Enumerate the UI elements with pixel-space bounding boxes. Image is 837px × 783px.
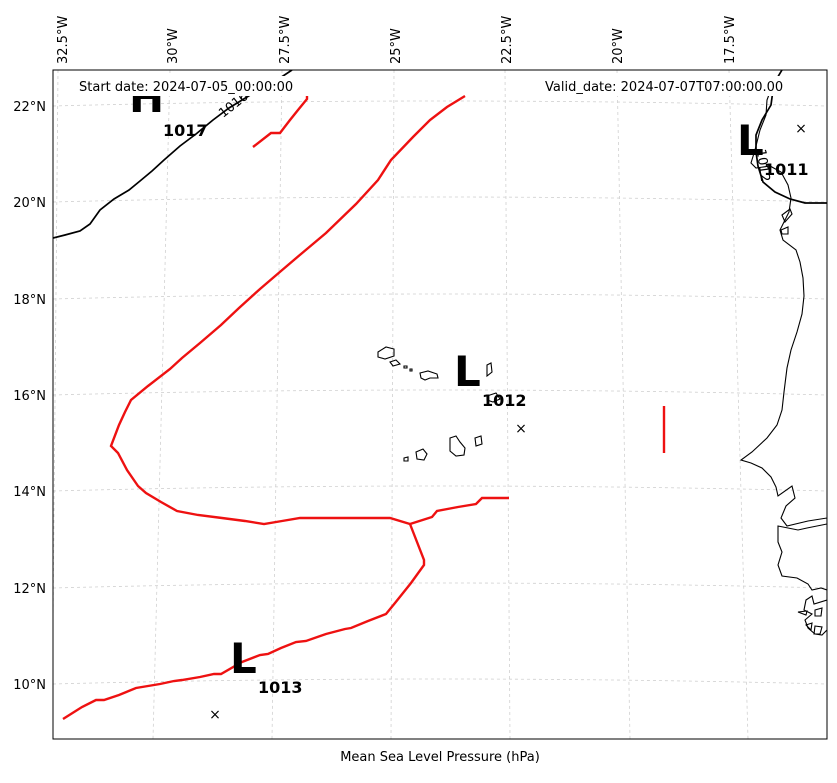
parallel-10n: [53, 678, 827, 685]
low-pressure-value-sw: 1013: [258, 678, 303, 697]
parallel-16n: [53, 389, 827, 396]
plot-area: [53, 70, 827, 739]
lat-tick-label: 14°N: [13, 485, 46, 500]
island-santo-antao: [377, 346, 395, 360]
island-brava: [403, 456, 409, 462]
parallel-18n: [53, 293, 827, 300]
coastlines: [377, 91, 827, 636]
low-centre-marker-ne: ×: [795, 121, 807, 137]
island-santa-luzia: [403, 365, 413, 372]
island-sao-vicente: [389, 359, 402, 367]
lon-tick-label: 22.5°W: [500, 16, 515, 64]
valid-date-box: [541, 76, 805, 96]
isobar-label-1012: 1012: [753, 148, 772, 183]
plot-frame: [52, 69, 828, 740]
low-centre-marker-central: ×: [515, 421, 527, 437]
island-maio: [474, 435, 483, 447]
low-pressure-value-central: 1012: [482, 391, 527, 410]
island-fogo: [415, 448, 428, 461]
lat-tick-label: 22°N: [13, 100, 46, 115]
map-caption: Mean Sea Level Pressure (hPa): [340, 750, 540, 765]
island-sal: [486, 362, 493, 378]
africa-coastline: [739, 91, 827, 636]
lat-tick-label: 16°N: [13, 389, 46, 404]
low-pressure-letter-ne: L: [737, 116, 764, 165]
lon-tick-label: 27.5°W: [278, 16, 293, 64]
lon-tick-label: 30°W: [166, 28, 181, 64]
lat-tick-label: 18°N: [13, 293, 46, 308]
latitude-tick-labels: 22°N 20°N 18°N 16°N 14°N 12°N 10°N: [13, 100, 46, 693]
island-santiago: [449, 435, 466, 457]
lat-tick-label: 10°N: [13, 678, 46, 693]
lon-tick-label: 25°W: [389, 28, 404, 64]
parallel-22n: [53, 100, 827, 107]
island-sao-nicolau: [419, 370, 439, 381]
isobar-red-main: [109, 94, 509, 526]
isobar-red-north: [252, 95, 309, 148]
longitude-tick-labels: 32.5°W 30°W 27.5°W 25°W 22.5°W 20°W 17.5…: [56, 16, 738, 64]
lat-tick-label: 20°N: [13, 196, 46, 211]
island-boa-vista: [486, 392, 501, 403]
lon-tick-label: 32.5°W: [56, 16, 71, 64]
bijagos-islands: [797, 607, 823, 635]
parallel-14n: [53, 485, 827, 492]
parallel-20n: [53, 196, 827, 203]
lon-tick-label: 17.5°W: [723, 16, 738, 64]
gridlines: [53, 70, 827, 739]
low-centre-marker-sw: ×: [209, 707, 221, 723]
valid-date-text: Valid_date: 2024-07-07T07:00:00.00: [545, 80, 783, 95]
parallel-12n: [53, 582, 827, 589]
high-pressure-value: 1017: [163, 121, 208, 140]
start-date-box: [75, 76, 311, 96]
canary-islands: [780, 208, 793, 235]
lat-tick-label: 12°N: [13, 582, 46, 597]
low-pressure-value-ne: 1011: [764, 160, 809, 179]
lon-tick-label: 20°W: [611, 28, 626, 64]
low-pressure-letter-sw: L: [230, 634, 257, 683]
isobar-red-south: [62, 523, 426, 721]
start-date-text: Start date: 2024-07-05_00:00:00: [79, 80, 293, 95]
low-pressure-letter-central: L: [454, 347, 481, 396]
